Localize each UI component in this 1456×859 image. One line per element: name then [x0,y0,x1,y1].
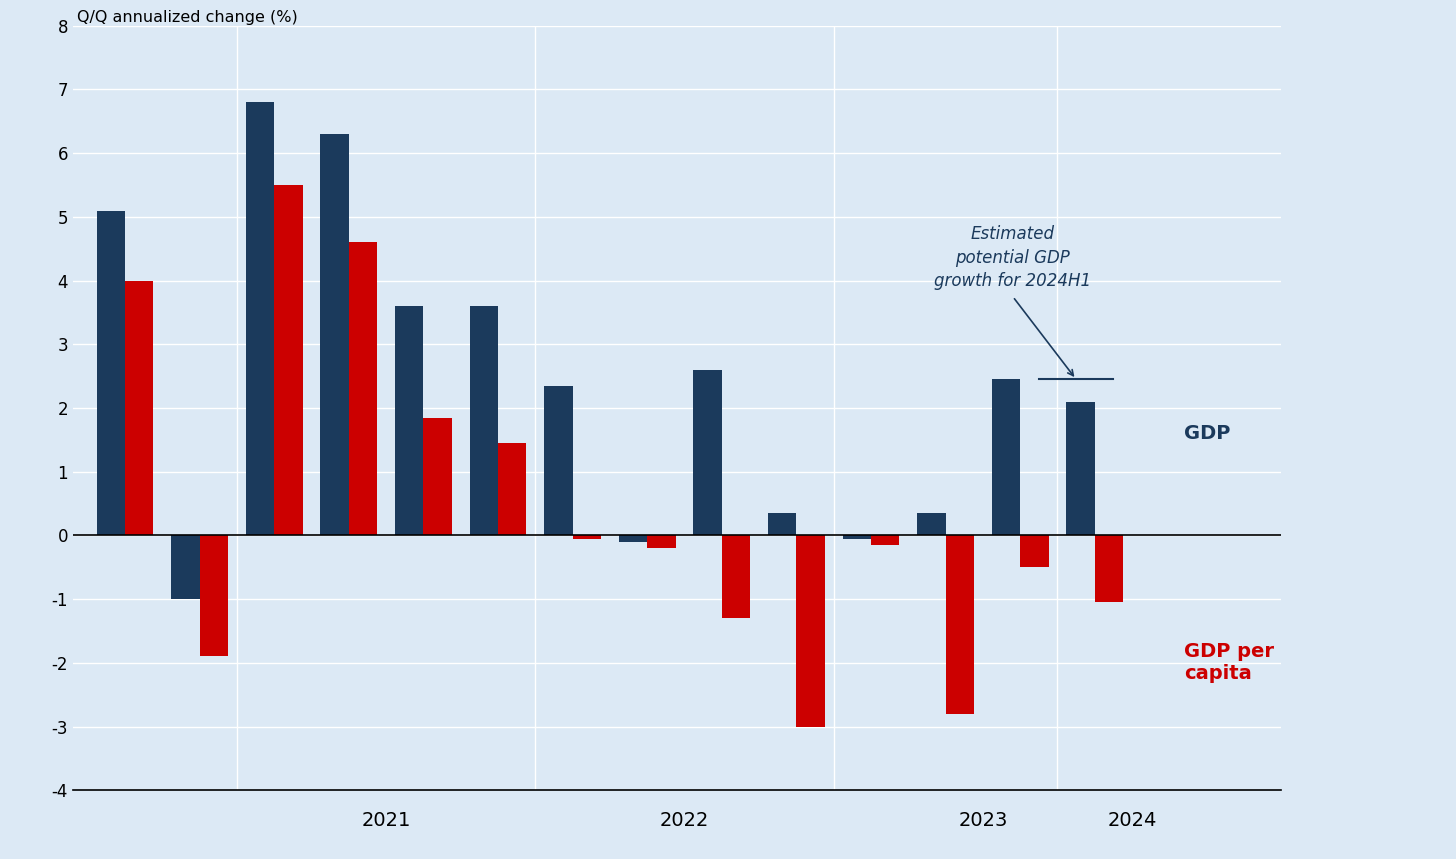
Bar [1021,535,1048,567]
Bar [274,185,303,535]
Bar [424,417,451,535]
Bar [769,513,796,535]
Bar [395,306,424,535]
Bar [498,443,527,535]
Bar [545,386,572,535]
Bar [945,535,974,714]
Bar [1066,402,1095,535]
Bar [246,102,274,535]
Text: GDP: GDP [1184,424,1230,443]
Bar [917,513,945,535]
Bar [349,242,377,535]
Text: 2023: 2023 [958,811,1008,830]
Text: 2022: 2022 [660,811,709,830]
Bar [199,535,229,656]
Text: Estimated
potential GDP
growth for 2024H1: Estimated potential GDP growth for 2024H… [935,225,1092,290]
Text: 2021: 2021 [361,811,411,830]
Bar [470,306,498,535]
Text: GDP per
capita: GDP per capita [1184,643,1274,684]
Bar [722,535,750,618]
Bar [1095,535,1123,602]
Bar [992,380,1021,535]
Bar [648,535,676,548]
Text: Q/Q annualized change (%): Q/Q annualized change (%) [77,9,297,25]
Bar [572,535,601,539]
Bar [320,134,349,535]
Bar [172,535,199,600]
Bar [796,535,824,727]
Bar [693,370,722,535]
Bar [96,210,125,535]
Text: 2024: 2024 [1108,811,1156,830]
Bar [619,535,648,542]
Bar [871,535,900,545]
Bar [843,535,871,539]
Bar [125,281,153,535]
